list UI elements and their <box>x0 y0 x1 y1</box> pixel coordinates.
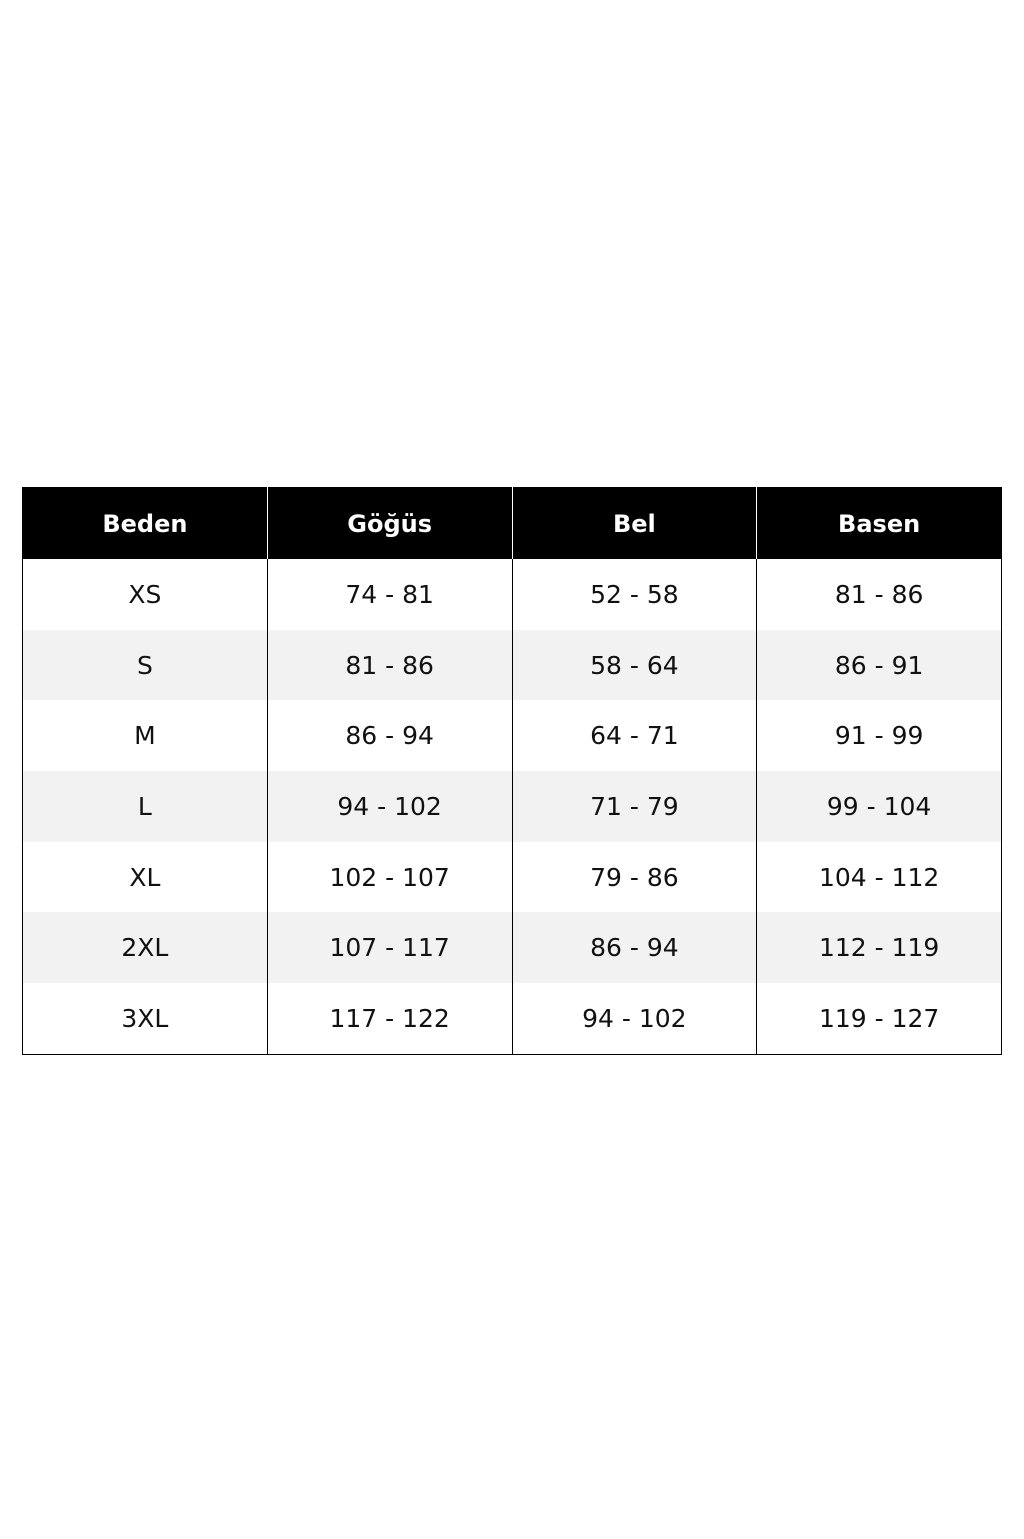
cell-basen: 81 - 86 <box>756 559 1002 630</box>
header-bel: Bel <box>511 487 757 559</box>
cell-basen: 91 - 99 <box>756 700 1002 772</box>
cell-beden: S <box>22 629 268 701</box>
table-row: 3XL 117 - 122 94 - 102 119 - 127 <box>22 983 1002 1055</box>
cell-beden: 2XL <box>22 912 268 984</box>
cell-bel: 86 - 94 <box>511 912 757 984</box>
cell-beden: L <box>22 771 268 842</box>
cell-bel: 58 - 64 <box>511 629 757 701</box>
header-basen: Basen <box>756 487 1002 559</box>
cell-basen: 86 - 91 <box>756 629 1002 701</box>
cell-gogus: 81 - 86 <box>266 629 512 701</box>
cell-basen: 99 - 104 <box>756 771 1002 842</box>
cell-gogus: 74 - 81 <box>266 559 512 630</box>
cell-basen: 119 - 127 <box>756 983 1002 1055</box>
header-beden: Beden <box>22 487 268 559</box>
cell-bel: 94 - 102 <box>511 983 757 1055</box>
cell-beden: XS <box>22 559 268 630</box>
table-row: 2XL 107 - 117 86 - 94 112 - 119 <box>22 912 1002 984</box>
cell-bel: 71 - 79 <box>511 771 757 842</box>
cell-bel: 64 - 71 <box>511 700 757 772</box>
cell-beden: 3XL <box>22 983 268 1055</box>
cell-basen: 112 - 119 <box>756 912 1002 984</box>
table-row: M 86 - 94 64 - 71 91 - 99 <box>22 700 1002 772</box>
header-row: Beden Göğüs Bel Basen <box>22 487 1002 559</box>
cell-beden: XL <box>22 841 268 913</box>
cell-gogus: 107 - 117 <box>266 912 512 984</box>
header-gogus: Göğüs <box>266 487 512 559</box>
size-chart-table: Beden Göğüs Bel Basen XS 74 - 81 52 - 58 81… <box>22 487 1002 1055</box>
cell-basen: 104 - 112 <box>756 841 1002 913</box>
cell-gogus: 102 - 107 <box>266 841 512 913</box>
table-row: S 81 - 86 58 - 64 86 - 91 <box>22 629 1002 701</box>
cell-gogus: 86 - 94 <box>266 700 512 772</box>
cell-gogus: 117 - 122 <box>266 983 512 1055</box>
cell-bel: 52 - 58 <box>511 559 757 630</box>
cell-bel: 79 - 86 <box>511 841 757 913</box>
cell-gogus: 94 - 102 <box>266 771 512 842</box>
table-row: XL 102 - 107 79 - 86 104 - 112 <box>22 841 1002 913</box>
table-row: XS 74 - 81 52 - 58 81 - 86 <box>22 559 1002 630</box>
cell-beden: M <box>22 700 268 772</box>
table-row: L 94 - 102 71 - 79 99 - 104 <box>22 771 1002 842</box>
